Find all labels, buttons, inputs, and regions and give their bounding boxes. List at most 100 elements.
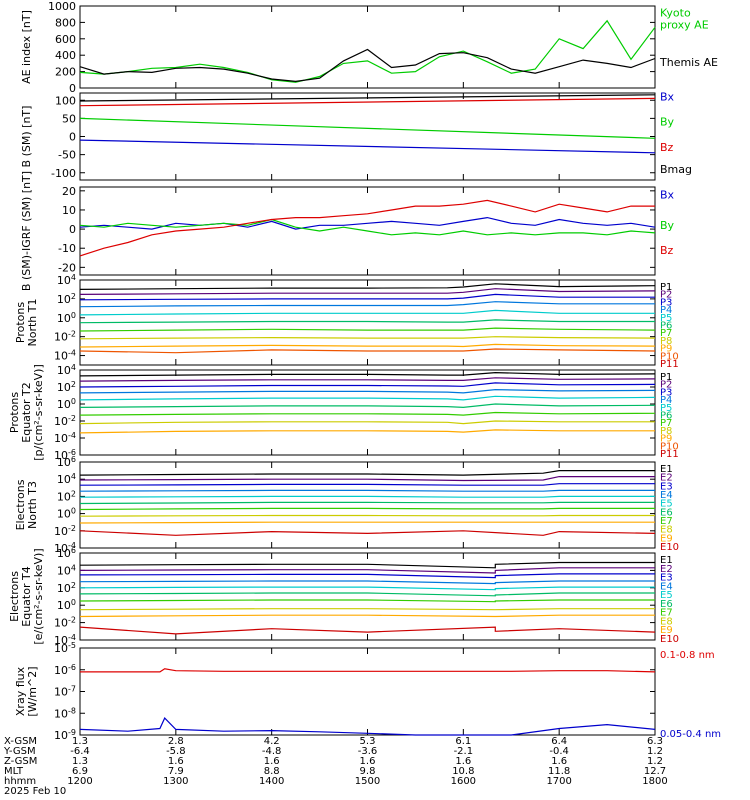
et3-ytick-label: 104 <box>57 472 76 487</box>
orbit-value: 7.9 <box>168 766 184 777</box>
et4-ytick-label: 102 <box>57 580 76 595</box>
pt1-legend-P8: P8 <box>660 336 672 347</box>
et4-ylabel: Electrons <box>8 571 21 622</box>
bsm-legend-Bx: Bx <box>660 90 675 103</box>
et3-ytick-label: 10-2 <box>54 523 76 538</box>
bsm-ytick-label: 100 <box>55 94 76 107</box>
xray-ytick-exponent: -9 <box>68 728 76 737</box>
pt2-series-P2 <box>79 377 656 382</box>
orbit-row-label: X-GSM <box>4 736 37 747</box>
pt1-series-P3 <box>79 293 655 301</box>
et4-series-E10 <box>79 626 656 635</box>
et3-ytick-exponent: 6 <box>71 455 76 464</box>
orbit-value: 10.8 <box>452 766 474 777</box>
et3-legend-E1: E1 <box>660 464 673 475</box>
et3-ytick-exponent: 0 <box>71 506 76 515</box>
et3-series-E7 <box>79 507 655 511</box>
orbit-value: 1.3 <box>72 756 88 767</box>
pt1-series-P1 <box>79 283 656 290</box>
bdiff-legend-Bx: Bx <box>660 188 675 201</box>
et4-series-E6 <box>79 592 655 597</box>
pt2-series-P7 <box>79 411 656 416</box>
pt2-ytick-exponent: -2 <box>68 414 76 423</box>
ae-ytick-label: 600 <box>55 33 76 46</box>
et3-legend-E8: E8 <box>660 525 673 536</box>
pt1-legend-P6: P6 <box>660 321 672 332</box>
pt1-ytick-exponent: 2 <box>71 291 76 300</box>
pt1-ytick-exponent: 4 <box>71 273 76 282</box>
xray-legend-0-05-0-4-nm: 0.05-0.4 nm <box>660 729 721 740</box>
pt1-legend-P10: P10 <box>660 351 679 362</box>
orbit-value: 6.1 <box>455 736 471 747</box>
et4-ytick-exponent: -2 <box>68 615 76 624</box>
pt2-series-P5 <box>79 395 656 401</box>
xray-legend-0-1-0-8-nm: 0.1-0.8 nm <box>660 650 715 661</box>
pt2-ylabel: [p/(cm²-s-sr-keV)] <box>32 364 45 461</box>
ae-ytick-label: 800 <box>55 16 76 29</box>
bdiff-ytick-label: -10 <box>58 242 76 255</box>
orbit-value: 1200 <box>67 776 92 787</box>
orbit-value: -0.4 <box>549 746 569 757</box>
orbit-value: -3.6 <box>358 746 378 757</box>
ae-ytick-label: 400 <box>55 49 76 62</box>
pt2-series-P3 <box>79 382 656 388</box>
et3-legend-E7: E7 <box>660 516 673 527</box>
bsm-legend-By: By <box>660 116 675 129</box>
pt1-series-P10 <box>79 348 656 354</box>
pt2-ytick-exponent: -4 <box>68 431 76 440</box>
pt2-frame <box>79 369 656 456</box>
ae-legend-Kyoto-proxy-AE: Kyoto <box>660 7 691 20</box>
et4-frame <box>79 552 656 641</box>
xray-ylabel: [W/m^2] <box>26 666 39 716</box>
et4-series-E8 <box>79 608 655 611</box>
bsm-ytick-label: -50 <box>58 149 76 162</box>
et4-ytick-exponent: 6 <box>71 546 76 555</box>
et4-ytick-label: 10-2 <box>54 615 76 630</box>
xray-ytick-label: 10-6 <box>54 662 76 677</box>
pt1-ytick-label: 100 <box>57 310 76 325</box>
et4-ytick-exponent: -4 <box>68 633 76 642</box>
et3-ytick-exponent: 4 <box>71 472 76 481</box>
orbit-row-label: MLT <box>4 766 24 777</box>
ae-ytick-label: 1000 <box>48 0 76 13</box>
xray-ytick-label: 10-8 <box>54 706 76 721</box>
ae-series-Kyoto-proxy-AE <box>79 19 656 83</box>
pt1-legend-P7: P7 <box>660 328 672 339</box>
orbit-row-label: hhmm <box>4 776 36 787</box>
bsm-series-Bmag <box>79 94 656 102</box>
pt1-legend-P3: P3 <box>660 297 672 308</box>
et4-ytick-exponent: 2 <box>71 580 76 589</box>
et4-series-E9 <box>79 614 655 618</box>
orbit-value: -2.1 <box>454 746 474 757</box>
ae-legend-Kyoto-proxy-AE: proxy AE <box>660 19 709 32</box>
orbit-row-label: Z-GSM <box>4 756 37 767</box>
bdiff-series-Bx <box>79 216 656 230</box>
et4-ytick-label: 104 <box>57 563 76 578</box>
et3-series-E3 <box>79 483 655 486</box>
pt2-ytick-label: 102 <box>57 380 76 395</box>
xray-ylabel: Xray flux <box>14 666 27 716</box>
et3-ytick-exponent: -4 <box>68 541 76 550</box>
pt2-ytick-exponent: -6 <box>68 448 76 457</box>
et4-legend-E9: E9 <box>660 625 673 636</box>
et3-ylabel: North T3 <box>26 481 39 529</box>
et4-legend-E7: E7 <box>660 608 673 619</box>
pt2-legend-P11: P11 <box>660 449 679 460</box>
pt2-legend-P6: P6 <box>660 411 672 422</box>
pt1-legend-P1: P1 <box>660 282 672 293</box>
bdiff-series-By <box>79 218 656 236</box>
et4-ytick-label: 106 <box>57 546 76 561</box>
orbit-value: 2.8 <box>168 736 184 747</box>
orbit-value: 1.6 <box>360 756 376 767</box>
pt1-series-P8 <box>79 336 656 340</box>
date-label: 2025 Feb 10 <box>4 786 66 797</box>
pt2-legend-P9: P9 <box>660 434 672 445</box>
et4-series-E7 <box>79 599 655 603</box>
bdiff-ytick-label: -20 <box>58 261 76 274</box>
et4-ylabel: [e/(cm²-s-sr-keV)] <box>32 548 45 644</box>
bsm-series-Bx <box>79 139 656 154</box>
et3-series-E5 <box>79 495 655 498</box>
bsm-frame <box>79 92 656 181</box>
pt2-legend-P4: P4 <box>660 395 672 406</box>
